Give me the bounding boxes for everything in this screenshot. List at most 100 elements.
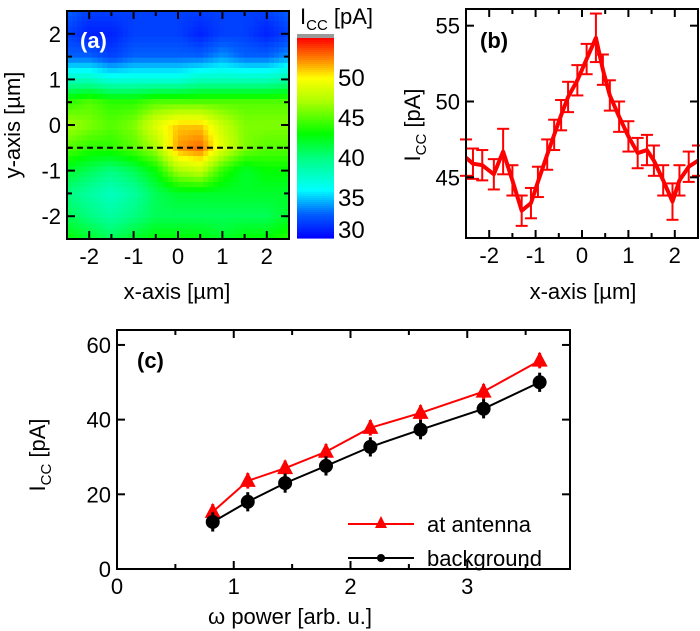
heatmap-cell [263,114,270,121]
heatmap-cell [238,78,245,85]
heatmap-cell [278,130,285,136]
heatmap-cell [127,99,134,105]
heatmap-cell [92,192,98,199]
heatmap-cell [203,166,209,173]
heatmap-cell [127,36,134,43]
heatmap-cell [248,93,255,100]
heatmap-cell [228,11,235,17]
heatmap-cell [283,166,290,173]
heatmap-cell [97,228,103,235]
heatmap-cell [172,176,179,183]
heatmap-cell [152,130,159,136]
heatmap-cell [147,213,154,219]
heatmap-cell [243,78,250,85]
x-axis-label-b: x-axis [µm] [530,279,637,304]
line-profile [460,12,700,227]
heatmap-cell [162,57,169,64]
heatmap-cell [268,213,275,219]
heatmap-cell [67,171,73,178]
heatmap-cell [92,52,98,59]
heatmap-cell [152,161,159,168]
heatmap-cell [203,57,209,64]
heatmap-cell [152,68,159,74]
heatmap-cell [198,192,204,199]
heatmap-cell [283,36,290,43]
heatmap-cell [112,42,119,48]
heatmap-cell [283,135,290,142]
heatmap-cell [92,166,98,173]
data-point-triangle [277,459,294,475]
heatmap-cell [213,68,219,74]
colorbar-segment [297,190,334,193]
heatmap-cell [183,42,189,48]
heatmap-cell [102,166,108,173]
heatmap-cell [218,52,225,59]
heatmap-cell [87,68,93,74]
heatmap-cell [147,202,154,209]
colorbar-segment [297,68,334,71]
heatmap-cell [152,42,159,48]
heatmap-cell [97,62,103,69]
heatmap-cell [102,11,108,17]
colorbar-label: ICC [pA] [300,4,373,34]
colorbar-segment [297,212,334,215]
colorbar-segment [297,66,334,69]
heatmap-cell [208,78,214,85]
colorbar-segment [297,214,334,217]
heatmap-cell [97,11,103,17]
heatmap-cell [253,156,260,162]
heatmap-cell [228,182,235,188]
heatmap-cell [253,26,260,33]
heatmap-cell [223,21,230,28]
heatmap-cell [147,223,154,230]
heatmap-cell [132,62,139,69]
heatmap-cell [102,197,108,204]
heatmap-cell [208,73,214,79]
heatmap-cell [183,114,189,121]
colorbar-segment [297,124,334,127]
heatmap-cell [283,52,290,59]
heatmap-cell [193,68,199,74]
heatmap-cell [228,176,235,183]
colorbar-segment [297,150,334,153]
heatmap-cell [147,135,154,142]
heatmap-cell [198,197,204,204]
heatmap-cell [137,166,144,173]
heatmap-cell [117,16,124,22]
heatmap-cell [263,213,270,219]
heatmap-cell [157,36,164,43]
heatmap-cell [198,182,204,188]
heatmap-cell [263,88,270,95]
heatmap-cell [273,93,280,100]
heatmap-cell [263,104,270,111]
data-point-triangle [204,502,221,518]
heatmap-cell [238,99,245,105]
heatmap-cell [223,31,230,38]
heatmap-cell [162,150,169,157]
heatmap-cell [273,161,280,168]
heatmap-cell [188,36,194,43]
heatmap-cell [268,57,275,64]
heatmap-cell [248,202,255,209]
heatmap-cell [258,57,265,64]
heatmap-cell [178,99,184,105]
heatmap-cell [162,31,169,38]
heatmap-cell [258,202,265,209]
heatmap-cell [117,233,124,240]
heatmap-cell [67,26,73,33]
heatmap-cell [82,125,88,131]
heatmap-cell [172,31,179,38]
colorbar-segment [297,116,334,119]
heatmap-cell [193,104,199,111]
heatmap-cell [188,11,194,17]
heatmap-cell [233,161,240,168]
heatmap-cell [253,202,260,209]
heatmap-cell [67,73,73,79]
colorbar-segment [297,94,334,97]
colorbar-segment [297,110,334,113]
heatmap-cell [127,62,134,69]
heatmap-cell [142,161,149,168]
heatmap-cell [213,171,219,178]
heatmap-cell [67,197,73,204]
